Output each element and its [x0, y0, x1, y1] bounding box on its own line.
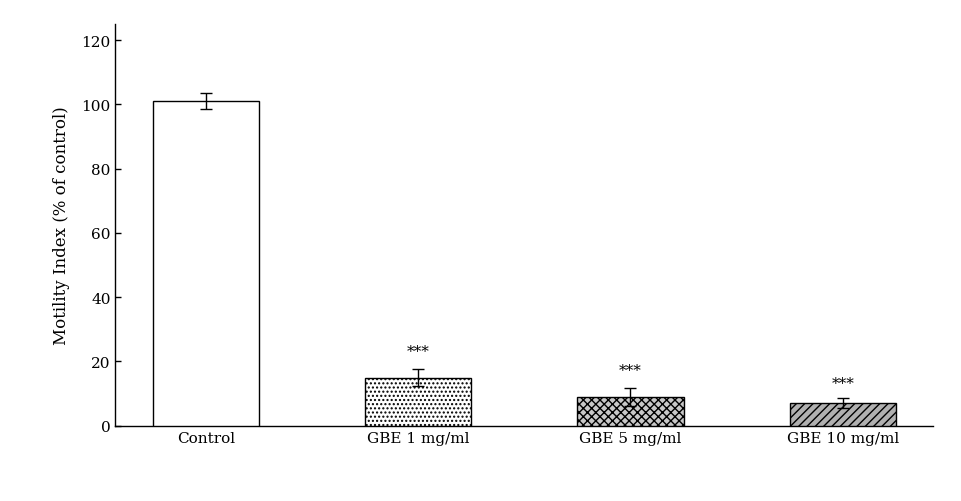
Bar: [153, 102, 259, 426]
Text: ***: ***: [830, 377, 853, 391]
Bar: [577, 397, 683, 426]
Text: ***: ***: [619, 363, 641, 377]
Text: ***: ***: [407, 345, 429, 359]
Bar: [364, 378, 471, 426]
Y-axis label: Motility Index (% of control): Motility Index (% of control): [53, 106, 70, 345]
Bar: [789, 403, 895, 426]
